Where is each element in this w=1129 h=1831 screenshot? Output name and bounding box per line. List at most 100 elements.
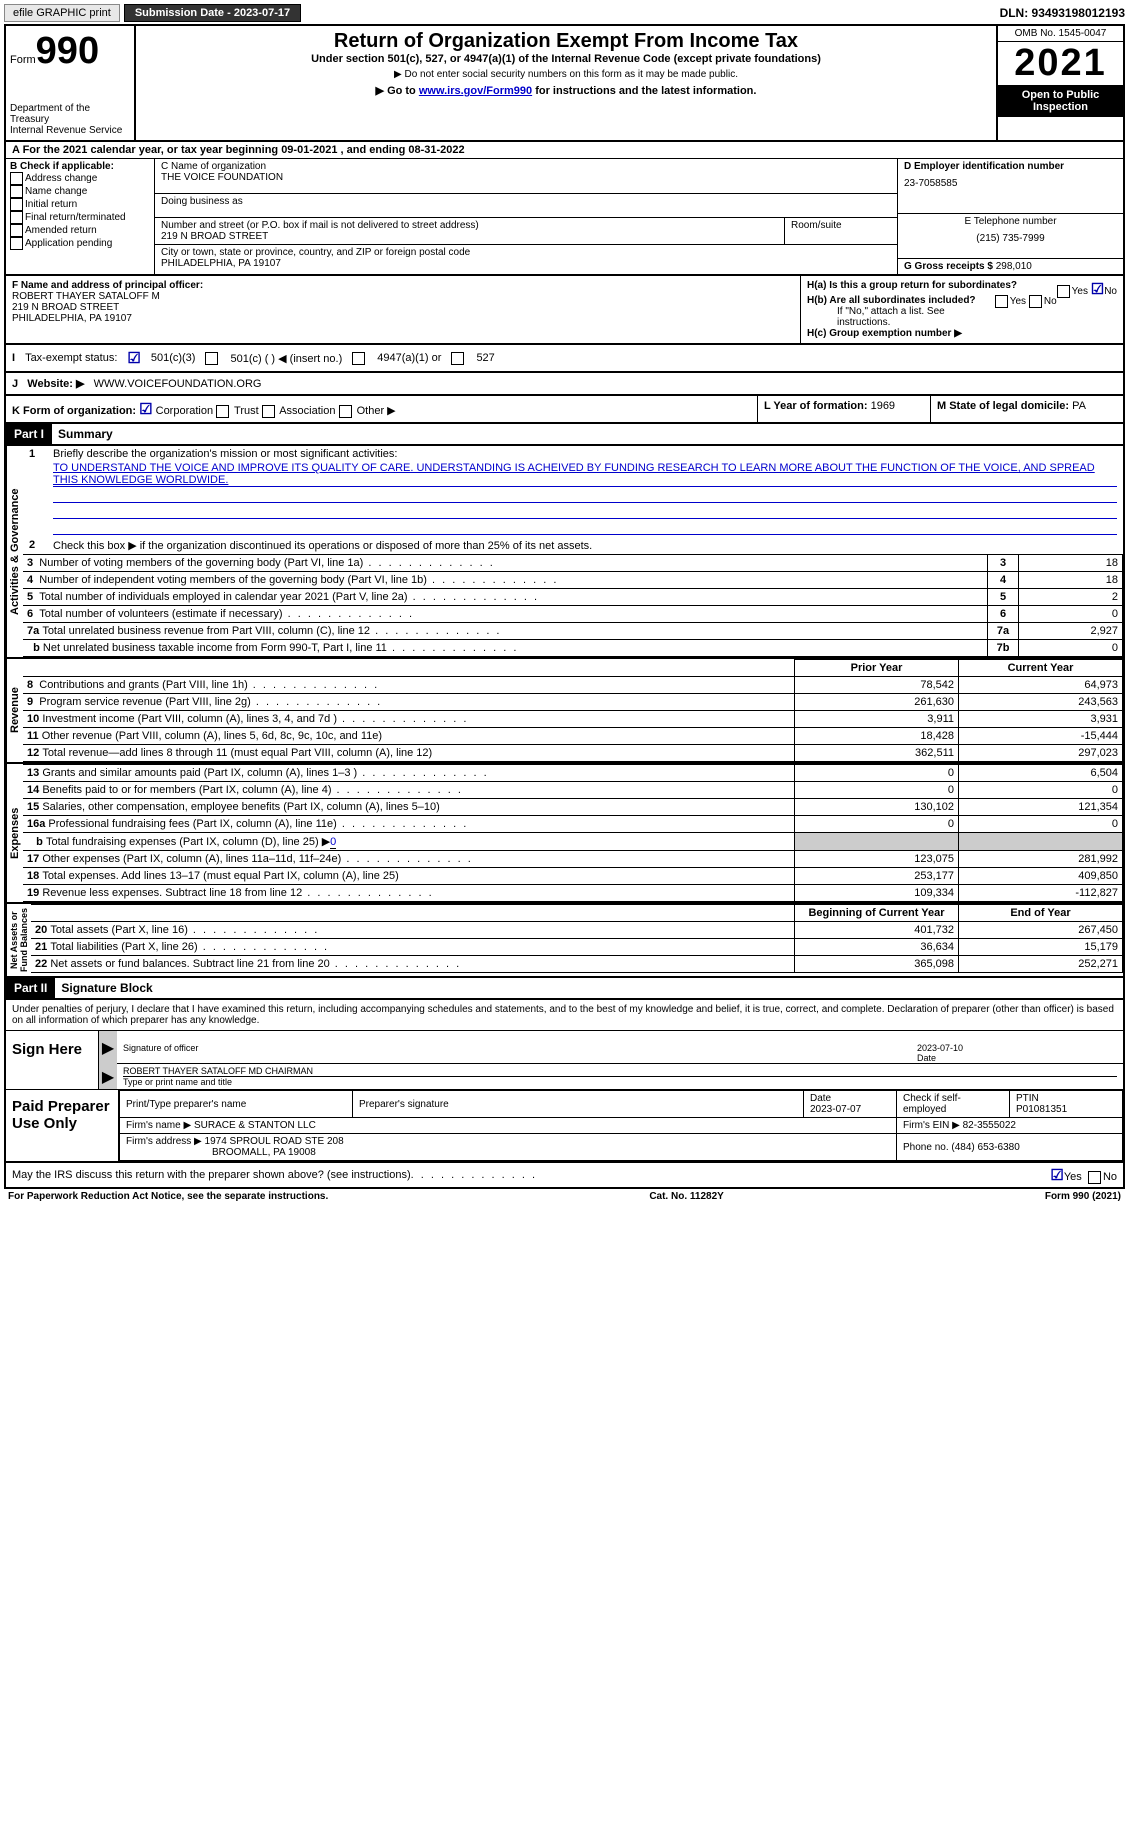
netassets-table: Beginning of Current YearEnd of Year 20 … <box>31 904 1123 973</box>
tax-exempt-row: I Tax-exempt status: ☑501(c)(3) 501(c) (… <box>4 345 1125 373</box>
tel-label: E Telephone number <box>904 216 1117 227</box>
vert-expenses: Expenses <box>6 764 23 902</box>
irs-link[interactable]: www.irs.gov/Form990 <box>419 85 532 97</box>
l-value: 1969 <box>871 400 895 412</box>
hb-no[interactable] <box>1029 295 1042 308</box>
header-mid: Return of Organization Exempt From Incom… <box>136 26 996 140</box>
checkbox-corp[interactable]: ☑ <box>139 401 152 418</box>
page-footer: For Paperwork Reduction Act Notice, see … <box>4 1189 1125 1204</box>
checkbox-address-change[interactable] <box>10 172 23 185</box>
part2-label: Part II <box>6 978 55 998</box>
paid-preparer-grid: Paid Preparer Use Only Print/Type prepar… <box>6 1089 1123 1161</box>
col-b: B Check if applicable: Address change Na… <box>6 159 155 274</box>
pra-notice: For Paperwork Reduction Act Notice, see … <box>8 1191 328 1202</box>
discuss-question: May the IRS discuss this return with the… <box>12 1169 411 1181</box>
h-note: If "No," attach a list. See instructions… <box>837 306 1117 328</box>
sign-here-label: Sign Here <box>6 1031 99 1089</box>
checkbox-4947[interactable] <box>352 352 365 365</box>
section-a: A For the 2021 calendar year, or tax yea… <box>4 142 1125 159</box>
netassets-section: Net Assets orFund Balances Beginning of … <box>4 904 1125 978</box>
checkbox-assoc[interactable] <box>262 405 275 418</box>
street-value: 219 N BROAD STREET <box>161 231 778 242</box>
ein-value: 23-7058585 <box>904 178 1117 189</box>
dba-label: Doing business as <box>161 196 891 207</box>
k-label: K Form of organization: <box>12 405 136 417</box>
col-c: C Name of organization THE VOICE FOUNDAT… <box>155 159 897 274</box>
f-officer: F Name and address of principal officer:… <box>6 276 801 343</box>
website-label: Website: ▶ <box>27 378 84 390</box>
form-label: Form <box>10 54 36 66</box>
arrow-icon: ▶ <box>99 1064 117 1089</box>
subtitle-3: ▶ Go to www.irs.gov/Form990 for instruct… <box>140 84 992 97</box>
efile-button[interactable]: efile GRAPHIC print <box>4 4 120 22</box>
sign-here-grid: Sign Here ▶ Signature of officer2023-07-… <box>6 1030 1123 1089</box>
checkbox-amended[interactable] <box>10 224 23 237</box>
submission-date: Submission Date - 2023-07-17 <box>124 4 301 22</box>
arrow-icon: ▶ <box>99 1031 117 1064</box>
h-c: H(c) Group exemption number ▶ <box>807 328 962 339</box>
dept-irs: Internal Revenue Service <box>10 125 130 136</box>
dept-treasury: Department of the Treasury <box>10 103 130 125</box>
part2-header: Part II Signature Block <box>4 978 1125 1000</box>
governance-table: 3 Number of voting members of the govern… <box>23 554 1123 657</box>
header-left: Form990 Department of the Treasury Inter… <box>6 26 136 140</box>
subtitle-1: Under section 501(c), 527, or 4947(a)(1)… <box>140 53 992 65</box>
website-value: WWW.VOICEFOUNDATION.ORG <box>94 378 262 390</box>
revenue-section: Revenue Prior YearCurrent Year 8 Contrib… <box>4 659 1125 764</box>
sig-name-value: ROBERT THAYER SATALOFF MD CHAIRMAN <box>123 1066 1117 1077</box>
expenses-section: Expenses 13 Grants and similar amounts p… <box>4 764 1125 904</box>
form-header: Form990 Department of the Treasury Inter… <box>4 24 1125 142</box>
form-title: Return of Organization Exempt From Incom… <box>140 30 992 53</box>
form-number: 990 <box>36 30 99 72</box>
q2: Check this box ▶ if the organization dis… <box>53 539 1117 552</box>
m-label: M State of legal domicile: <box>937 400 1069 412</box>
omb-number: OMB No. 1545-0047 <box>998 26 1123 42</box>
dln: DLN: 93493198012193 <box>1000 6 1125 20</box>
checkbox-other[interactable] <box>339 405 352 418</box>
checkbox-527[interactable] <box>451 352 464 365</box>
revenue-table: Prior YearCurrent Year 8 Contributions a… <box>23 659 1123 762</box>
paid-preparer-label: Paid Preparer Use Only <box>6 1090 119 1161</box>
q1: Briefly describe the organization's miss… <box>53 448 1117 460</box>
tel-value: (215) 735-7999 <box>904 233 1117 244</box>
checkbox-final-return[interactable] <box>10 211 23 224</box>
mission-text: TO UNDERSTAND THE VOICE AND IMPROVE ITS … <box>53 462 1117 487</box>
subtitle-2: ▶ Do not enter social security numbers o… <box>140 69 992 80</box>
org-name: THE VOICE FOUNDATION <box>161 172 891 183</box>
section-bcd: B Check if applicable: Address change Na… <box>4 159 1125 276</box>
header-right: OMB No. 1545-0047 2021 Open to PublicIns… <box>996 26 1123 140</box>
top-bar: efile GRAPHIC print Submission Date - 20… <box>4 4 1125 22</box>
org-name-label: C Name of organization <box>161 161 891 172</box>
col-b-header: B Check if applicable: <box>10 161 150 172</box>
room-label: Room/suite <box>791 220 891 231</box>
sig-date-value: 2023-07-10 <box>917 1043 963 1053</box>
city-label: City or town, state or province, country… <box>161 247 891 258</box>
checkbox-app-pending[interactable] <box>10 237 23 250</box>
hb-yes[interactable] <box>995 295 1008 308</box>
gross-value: 298,010 <box>996 261 1032 272</box>
checkbox-trust[interactable] <box>216 405 229 418</box>
expenses-table: 13 Grants and similar amounts paid (Part… <box>23 764 1123 902</box>
tax-status-label: Tax-exempt status: <box>25 352 117 364</box>
discuss-yes[interactable]: ☑ <box>1050 1167 1063 1184</box>
m-value: PA <box>1072 400 1086 412</box>
vert-netassets: Net Assets orFund Balances <box>6 904 31 976</box>
h-a: H(a) Is this a group return for subordin… <box>807 280 1017 291</box>
sig-name-label: Type or print name and title <box>123 1077 1117 1087</box>
section-fh: F Name and address of principal officer:… <box>4 276 1125 345</box>
h-b: H(b) Are all subordinates included? <box>807 295 976 306</box>
checkbox-501c3[interactable]: ☑ <box>127 349 140 367</box>
checkbox-501c[interactable] <box>205 352 218 365</box>
checkbox-initial-return[interactable] <box>10 198 23 211</box>
klm-row: K Form of organization: ☑ Corporation Tr… <box>4 396 1125 424</box>
h-section: H(a) Is this a group return for subordin… <box>801 276 1123 343</box>
gross-label: G Gross receipts $ <box>904 261 993 272</box>
part1-title: Summary <box>52 427 113 441</box>
checkbox-name-change[interactable] <box>10 185 23 198</box>
discuss-no[interactable] <box>1088 1171 1101 1184</box>
street-label: Number and street (or P.O. box if mail i… <box>161 220 778 231</box>
vert-activities: Activities & Governance <box>6 446 23 657</box>
part2-title: Signature Block <box>55 981 152 995</box>
sig-date-label: Date <box>917 1053 936 1063</box>
ha-yes[interactable] <box>1057 285 1070 298</box>
